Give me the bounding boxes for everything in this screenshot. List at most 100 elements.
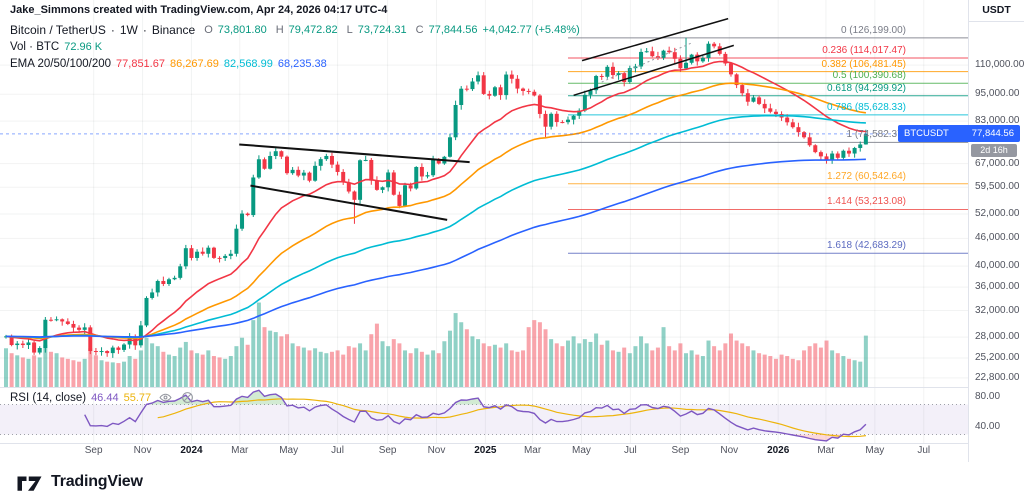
ema-label[interactable]: EMA 20/50/100/200: [10, 58, 112, 70]
ema50-value: 86,267.69: [169, 58, 219, 70]
channel-2025-lower[interactable]: [573, 44, 735, 97]
ohlc-low-label: L: [346, 24, 353, 36]
volume-value: 72.96 K: [64, 41, 103, 53]
badge-price: 77,844.56: [971, 128, 1014, 140]
price-tick-label: 25,200.00: [975, 352, 1020, 363]
time-tick-label: May: [572, 445, 591, 456]
ohlc-low-value: 73,724.31: [357, 24, 407, 36]
rsi-tick-label: 40.00: [975, 421, 1001, 432]
channel-2024-upper[interactable]: [239, 143, 470, 164]
ohlc-close-label: C: [415, 24, 424, 36]
eye-icon[interactable]: [158, 390, 173, 405]
fib-level-label: 0.5 (100,390.68): [832, 70, 906, 82]
legend-separator: ·: [110, 23, 115, 37]
ohlc-open-label: O: [204, 24, 213, 36]
ohlc-high-value: 79,472.82: [288, 24, 338, 36]
watermark: Jake_Simmons created with TradingView.co…: [10, 4, 388, 16]
footer-bar: TradingView: [0, 462, 1024, 502]
bar-countdown: 2d 16h: [971, 143, 1017, 157]
fib-level-label: 0.382 (106,481.45): [821, 58, 906, 70]
channel-2025-mid[interactable]: [601, 42, 692, 83]
fib-level-label: 1.272 (60,542.64): [827, 170, 906, 182]
ema20-value: 77,851.67: [116, 58, 165, 70]
price-axis-currency-label[interactable]: USDT: [969, 0, 1024, 22]
price-tick-label: 83,000.00: [975, 115, 1020, 127]
time-tick-label: Sep: [671, 445, 690, 456]
ema-200-line[interactable]: [6, 158, 866, 338]
rsi-ma-line[interactable]: [157, 398, 866, 438]
time-tick-label: Nov: [720, 445, 739, 456]
time-tick-label: Jul: [623, 445, 637, 456]
time-tick-label: Sep: [378, 445, 397, 456]
chart-plot-svg[interactable]: [0, 0, 968, 462]
fib-level-label: 0 (126,199.00): [840, 24, 906, 36]
time-tick-label: 2026: [767, 445, 790, 456]
badge-symbol: BTCUSDT: [904, 128, 949, 140]
price-tick-label: 40,000.00: [975, 260, 1020, 272]
time-tick-label: May: [279, 445, 299, 456]
circle-slash-icon[interactable]: [180, 390, 195, 405]
time-tick-label: Mar: [231, 445, 249, 456]
ohlc-close-value: 77,844.56: [428, 24, 478, 36]
price-tick-label: 22,800.00: [975, 371, 1020, 383]
last-price-badge[interactable]: BTCUSDT 77,844.56: [898, 125, 1020, 143]
candles-layer: [4, 37, 868, 358]
legend-separator: ·: [142, 23, 147, 37]
price-tick-label: 32,000.00: [975, 304, 1020, 316]
time-tick-label: 2024: [180, 445, 203, 456]
price-tick-label: 59,500.00: [975, 181, 1020, 193]
price-tick-label: 52,000.00: [975, 208, 1020, 220]
fib-level-label: 0.618 (94,299.92): [827, 82, 906, 94]
price-tick-label: 95,000.00: [975, 88, 1020, 100]
time-tick-label: Jul: [917, 445, 931, 456]
time-tick-label: Nov: [133, 445, 152, 456]
rsi-band: [0, 404, 968, 435]
symbol-exchange: Binance: [151, 23, 196, 37]
tradingview-brand-text[interactable]: TradingView: [51, 473, 143, 490]
fib-level-label: 0.786 (85,628.33): [827, 101, 906, 113]
symbol-interval[interactable]: 1W: [119, 23, 138, 37]
price-tick-label: 36,000.00: [975, 281, 1020, 293]
rsi-ma-value: 55.77: [123, 391, 152, 404]
channel-2025-upper[interactable]: [581, 17, 729, 62]
time-tick-label: Nov: [427, 445, 446, 456]
rsi-tick-label: 80.00: [975, 391, 1001, 402]
price-tick-label: 110,000.00: [975, 59, 1024, 71]
rsi-line[interactable]: [84, 389, 867, 442]
channel-2024-lower[interactable]: [250, 184, 448, 221]
rsi-value: 46.44: [91, 391, 119, 404]
volume-bars-layer: [4, 302, 868, 387]
time-tick-label: Mar: [523, 445, 542, 456]
price-tick-label: 46,000.00: [975, 232, 1020, 244]
rsi-label[interactable]: RSI (14, close): [10, 391, 87, 404]
ema-20-line[interactable]: [5, 60, 866, 342]
ohlc-high-label: H: [275, 24, 284, 36]
ohlc-open-value: 73,801.80: [217, 24, 267, 36]
symbol-legend[interactable]: Bitcoin / TetherUS · 1W · Binance O 73,8…: [10, 23, 580, 37]
fib-level-label: 1.618 (42,683.29): [827, 240, 906, 252]
chart-canvas[interactable]: 0 (126,199.00) 0.236 (114,017.47) 0.382 (1…: [0, 0, 968, 462]
time-tick-label: Sep: [84, 445, 103, 456]
rsi-legend[interactable]: RSI (14, close) 46.44 55.77: [10, 390, 195, 405]
time-tick-label: Jul: [331, 445, 344, 456]
ema-legend[interactable]: EMA 20/50/100/200 77,851.67 86,267.69 82…: [10, 58, 327, 70]
fib-level-label: 0.236 (114,017.47): [822, 44, 906, 56]
fib-level-label: 1.414 (53,213.08): [827, 196, 906, 208]
price-tick-label: 28,000.00: [975, 331, 1020, 343]
volume-label[interactable]: Vol · BTC: [10, 41, 60, 53]
ema-100-line[interactable]: [5, 114, 866, 339]
time-tick-label: 2025: [474, 445, 497, 456]
price-axis[interactable]: USDT 110,000.00 95,000.00 83,000.00 67,000.…: [968, 0, 1024, 462]
time-axis[interactable]: Sep Nov 2024 Mar May Jul Sep Nov 2025 Mar May Jul Se…: [0, 444, 968, 461]
price-tick-label: 67,000.00: [975, 157, 1020, 169]
symbol-name[interactable]: Bitcoin / TetherUS: [10, 23, 106, 37]
ohlc-change-value: +4,042.77 (+5.48%): [482, 24, 580, 36]
ema100-value: 82,568.99: [223, 58, 273, 70]
volume-legend[interactable]: Vol · BTC 72.96 K: [10, 41, 102, 53]
tradingview-logo-icon[interactable]: [16, 472, 43, 493]
fib-level-label: 1 (74,582.37): [846, 129, 907, 141]
ema200-value: 68,235.38: [277, 58, 327, 70]
time-tick-label: Mar: [817, 445, 835, 456]
time-tick-label: May: [865, 445, 885, 456]
